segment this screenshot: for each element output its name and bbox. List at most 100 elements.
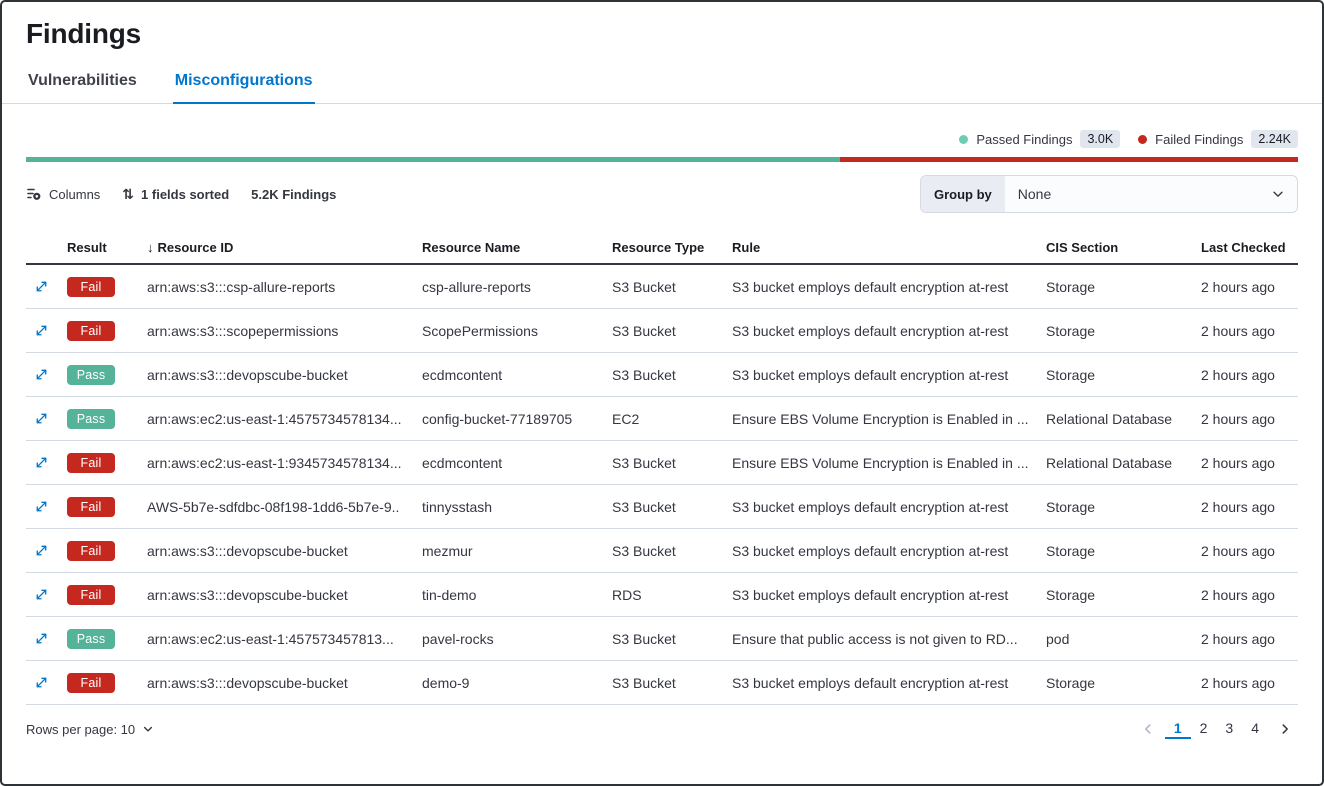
- page-number-2[interactable]: 2: [1199, 720, 1208, 736]
- table-row: Fail arn:aws:s3:::devopscube-bucket tin-…: [26, 573, 1298, 617]
- column-header-last-checked[interactable]: Last Checked: [1201, 239, 1286, 255]
- result-badge: Fail: [67, 320, 115, 341]
- table-row: Pass arn:aws:ec2:us-east-1:4575734578134…: [26, 397, 1298, 441]
- cell-resource-type: S3 Bucket: [612, 454, 676, 471]
- cell-cis-section: Storage: [1046, 366, 1096, 383]
- page-number-1[interactable]: 1: [1164, 717, 1191, 739]
- expand-icon: [36, 545, 47, 556]
- cell-cis-section: Relational Database: [1046, 410, 1173, 427]
- cell-rule: S3 bucket employs default encryption at-…: [732, 674, 1009, 691]
- table-row: Fail arn:aws:ec2:us-east-1:9345734578134…: [26, 441, 1298, 485]
- cell-resource-id: arn:aws:s3:::devopscube-bucket: [147, 674, 348, 691]
- previous-page-button[interactable]: [1135, 722, 1161, 736]
- cell-resource-name: ecdmcontent: [422, 366, 503, 383]
- page-number-4[interactable]: 4: [1251, 720, 1259, 736]
- column-header-resource-name[interactable]: Resource Name: [422, 239, 521, 255]
- cell-resource-type: S3 Bucket: [612, 278, 676, 295]
- result-badge: Pass: [67, 364, 115, 385]
- result-badge: Fail: [67, 452, 115, 473]
- result-badge: Pass: [67, 628, 115, 649]
- expand-finding-button[interactable]: [26, 367, 60, 382]
- column-header-resource-type[interactable]: Resource Type: [612, 239, 705, 255]
- cell-last-checked: 2 hours ago: [1201, 366, 1275, 383]
- failed-findings-legend: Failed Findings 2.24K: [1138, 130, 1298, 148]
- passed-findings-count: 3.0K: [1080, 130, 1121, 148]
- group-by-select[interactable]: Group by None: [920, 175, 1298, 213]
- fields-sorted-button[interactable]: ⇅ 1 fields sorted: [122, 187, 229, 202]
- expand-icon: [36, 281, 47, 292]
- tab-bar: Vulnerabilities Misconfigurations: [2, 66, 1322, 104]
- expand-icon: [36, 413, 47, 424]
- expand-finding-button[interactable]: [26, 279, 60, 294]
- cell-resource-name: ScopePermissions: [422, 322, 538, 339]
- cell-rule: S3 bucket employs default encryption at-…: [732, 322, 1009, 339]
- table-body: Fail arn:aws:s3:::csp-allure-reports csp…: [2, 265, 1322, 705]
- cell-resource-type: S3 Bucket: [612, 498, 676, 515]
- cell-resource-id: arn:aws:ec2:us-east-1:457573457813...: [147, 630, 394, 647]
- tab-misconfigurations[interactable]: Misconfigurations: [172, 66, 315, 104]
- cell-last-checked: 2 hours ago: [1201, 322, 1275, 339]
- expand-finding-button[interactable]: [26, 675, 60, 690]
- cell-resource-id: arn:aws:s3:::csp-allure-reports: [147, 278, 336, 295]
- expand-finding-button[interactable]: [26, 631, 60, 646]
- group-by-label: Group by: [921, 176, 1005, 212]
- passed-dot-icon: [959, 134, 969, 144]
- chevron-down-icon: [142, 723, 154, 735]
- cell-last-checked: 2 hours ago: [1201, 454, 1275, 471]
- expand-finding-button[interactable]: [26, 455, 60, 470]
- passed-findings-label: Passed Findings: [976, 131, 1073, 147]
- cell-cis-section: pod: [1046, 630, 1070, 647]
- cell-resource-name: csp-allure-reports: [422, 278, 531, 295]
- expand-finding-button[interactable]: [26, 587, 60, 602]
- page-number-3[interactable]: 3: [1225, 720, 1234, 736]
- cell-resource-name: config-bucket-77189705: [422, 410, 573, 427]
- cell-rule: Ensure EBS Volume Encryption is Enabled …: [732, 410, 1029, 427]
- cell-resource-type: S3 Bucket: [612, 630, 676, 647]
- rows-per-page-label: Rows per page: 10: [26, 721, 136, 737]
- cell-cis-section: Storage: [1046, 542, 1096, 559]
- table-header-row: Result ↓ Resource ID Resource Name Resou…: [26, 231, 1298, 265]
- expand-icon: [36, 501, 47, 512]
- column-header-rule[interactable]: Rule: [732, 239, 761, 255]
- page-title: Findings: [26, 18, 142, 49]
- expand-finding-button[interactable]: [26, 411, 60, 426]
- cell-cis-section: Storage: [1046, 674, 1096, 691]
- cell-resource-type: S3 Bucket: [612, 674, 676, 691]
- columns-button-label: Columns: [49, 186, 101, 202]
- result-badge: Fail: [67, 584, 115, 605]
- page-header: Findings: [2, 2, 1322, 50]
- column-header-resource-id[interactable]: ↓ Resource ID: [147, 239, 234, 255]
- chevron-right-icon: [1282, 724, 1288, 734]
- result-badge: Fail: [67, 276, 115, 297]
- table-row: Fail arn:aws:s3:::scopepermissions Scope…: [26, 309, 1298, 353]
- cell-resource-id: arn:aws:ec2:us-east-1:4575734578134...: [147, 410, 402, 427]
- cell-last-checked: 2 hours ago: [1201, 674, 1275, 691]
- column-header-result[interactable]: Result: [67, 239, 107, 255]
- cell-resource-type: S3 Bucket: [612, 366, 676, 383]
- expand-finding-button[interactable]: [26, 499, 60, 514]
- columns-button[interactable]: Columns: [26, 186, 100, 202]
- expand-finding-button[interactable]: [26, 543, 60, 558]
- cell-resource-id: arn:aws:s3:::scopepermissions: [147, 322, 339, 339]
- table-row: Fail arn:aws:s3:::csp-allure-reports csp…: [26, 265, 1298, 309]
- result-badge: Pass: [67, 408, 115, 429]
- next-page-button[interactable]: [1272, 722, 1298, 736]
- table-row: Fail arn:aws:s3:::devopscube-bucket demo…: [26, 661, 1298, 705]
- cell-last-checked: 2 hours ago: [1201, 542, 1275, 559]
- cell-resource-type: EC2: [612, 410, 640, 427]
- column-header-cis-section[interactable]: CIS Section: [1046, 239, 1119, 255]
- passed-findings-legend: Passed Findings 3.0K: [959, 130, 1121, 148]
- cell-rule: S3 bucket employs default encryption at-…: [732, 498, 1009, 515]
- table-row: Fail AWS-5b7e-sdfdbc-08f198-1dd6-5b7e-9.…: [26, 485, 1298, 529]
- expand-finding-button[interactable]: [26, 323, 60, 338]
- cell-resource-type: S3 Bucket: [612, 322, 676, 339]
- expand-icon: [36, 633, 47, 644]
- cell-resource-type: RDS: [612, 586, 642, 603]
- tab-vulnerabilities[interactable]: Vulnerabilities: [28, 72, 137, 89]
- rows-per-page-button[interactable]: Rows per page: 10: [26, 722, 154, 737]
- cell-last-checked: 2 hours ago: [1201, 410, 1275, 427]
